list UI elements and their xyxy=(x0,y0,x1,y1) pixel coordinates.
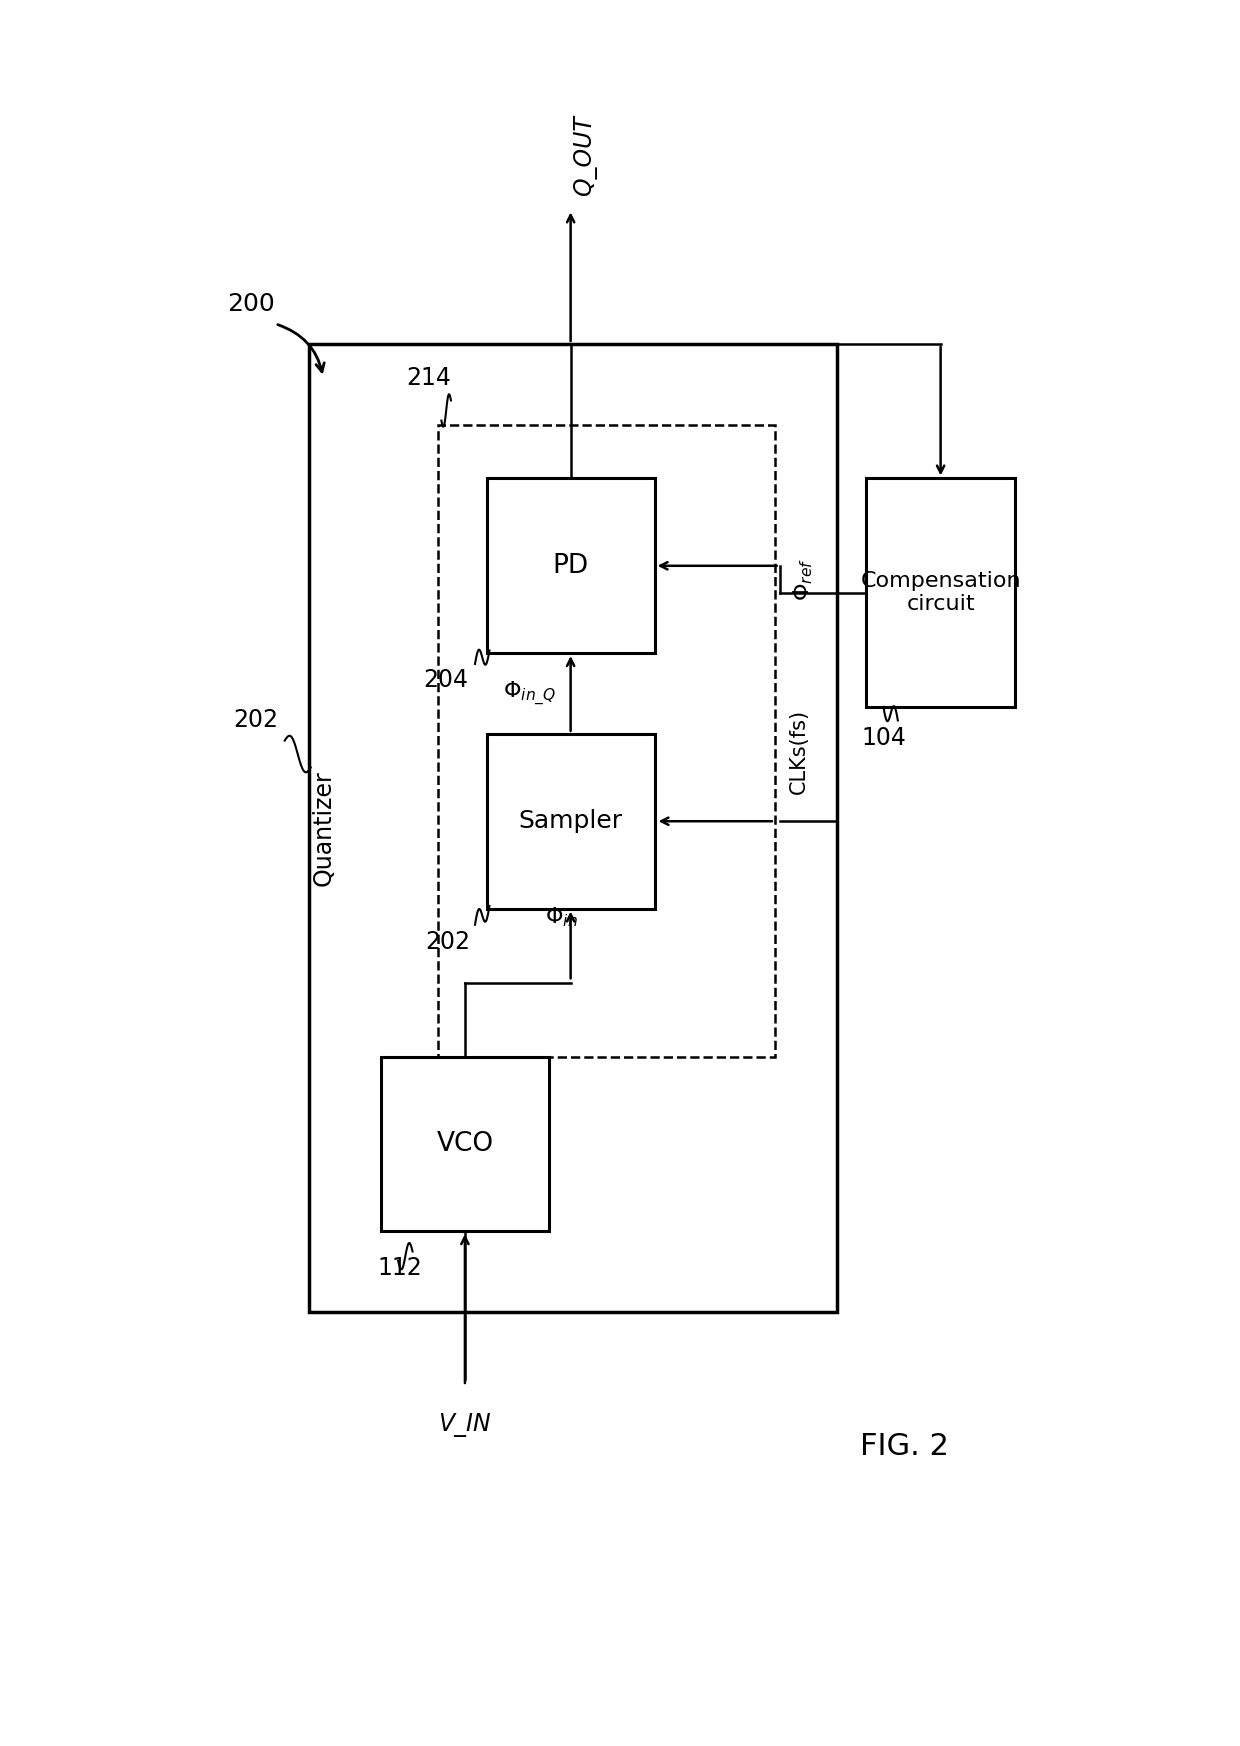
Text: $\Phi_{in}$: $\Phi_{in}$ xyxy=(544,904,578,929)
Bar xyxy=(486,733,655,908)
Text: CLKs(fs): CLKs(fs) xyxy=(789,709,808,794)
Text: Quantizer: Quantizer xyxy=(311,770,335,885)
Bar xyxy=(439,424,775,1056)
Text: $\Phi_{in\_Q}$: $\Phi_{in\_Q}$ xyxy=(503,679,557,707)
Bar xyxy=(866,478,1016,707)
Text: VCO: VCO xyxy=(436,1131,494,1158)
Text: 214: 214 xyxy=(407,365,451,389)
Text: 112: 112 xyxy=(378,1255,423,1280)
Bar xyxy=(309,344,837,1311)
Text: 202: 202 xyxy=(233,709,279,732)
Text: V_IN: V_IN xyxy=(439,1413,491,1437)
Bar xyxy=(381,1056,549,1231)
Bar xyxy=(486,478,655,653)
Text: 202: 202 xyxy=(425,931,471,955)
Text: Sampler: Sampler xyxy=(518,808,622,833)
Text: Compensation
circuit: Compensation circuit xyxy=(861,571,1021,615)
Text: 204: 204 xyxy=(424,669,469,691)
Text: 200: 200 xyxy=(227,292,275,316)
Text: 104: 104 xyxy=(861,726,906,749)
Text: PD: PD xyxy=(553,553,589,578)
Text: FIG. 2: FIG. 2 xyxy=(861,1432,949,1461)
Text: $\Phi_{ref}$: $\Phi_{ref}$ xyxy=(792,557,816,601)
Text: Q_OUT: Q_OUT xyxy=(573,115,596,196)
